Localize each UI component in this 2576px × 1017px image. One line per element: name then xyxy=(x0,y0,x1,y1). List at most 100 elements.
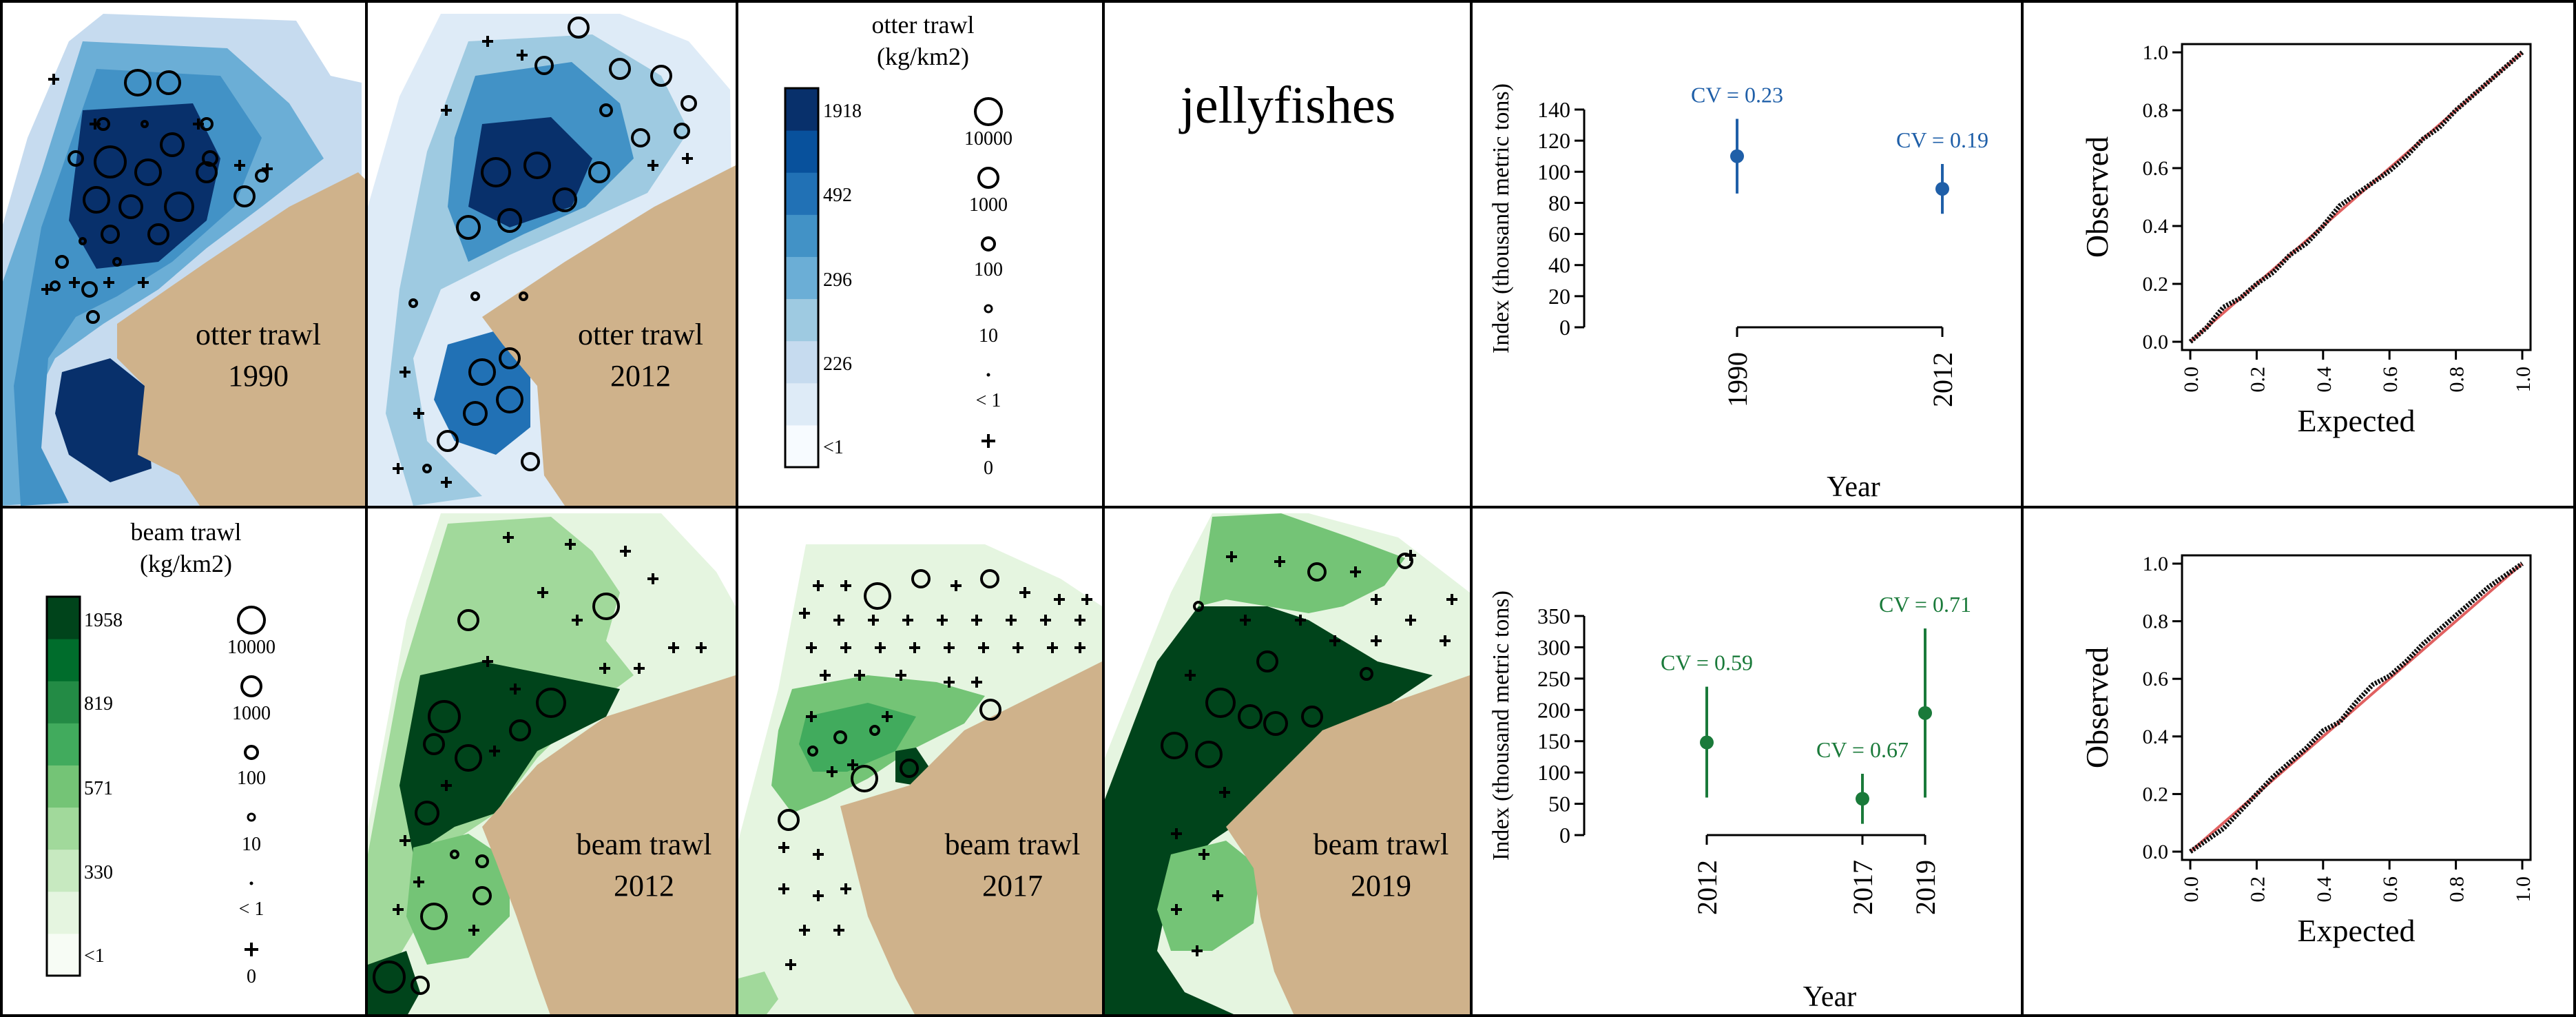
map-label-year: 2012 xyxy=(610,359,671,393)
zero-catch-cross xyxy=(1440,635,1451,646)
size-dot-lt1 xyxy=(986,373,990,377)
ramp-step xyxy=(785,424,818,468)
catch-circle xyxy=(631,128,650,147)
zero-catch-cross xyxy=(978,642,989,653)
catch-circles xyxy=(408,17,697,473)
y-tick-label: 80 xyxy=(1548,190,1570,215)
cv-label: CV = 0.67 xyxy=(1816,737,1909,762)
catch-circle xyxy=(118,194,143,219)
observed-quantiles xyxy=(2189,562,2524,854)
catch-circle xyxy=(373,960,406,994)
y-tick-label: 200 xyxy=(1537,697,1570,722)
y-tick-label: 100 xyxy=(1537,159,1570,184)
legend-title-line1: otter trawl xyxy=(872,11,975,39)
catch-circle xyxy=(141,120,149,128)
cv-label: CV = 0.23 xyxy=(1691,83,1783,107)
density-zone xyxy=(1157,841,1260,951)
y-tick-label: 0 xyxy=(1559,823,1570,847)
ramp-tick: 819 xyxy=(84,693,113,715)
catch-circle xyxy=(1301,706,1323,728)
size-circle-1000 xyxy=(240,675,262,697)
catch-circles xyxy=(1161,553,1413,768)
catch-circle xyxy=(1307,562,1327,582)
zero-catch-cross xyxy=(944,642,955,653)
map-otter-1990: otter trawl 1990 xyxy=(0,0,365,506)
x-tick-label: 2012 xyxy=(1927,352,1958,407)
x-tick-label: 0.6 xyxy=(2379,876,2402,903)
index-point xyxy=(1856,792,1869,806)
ramp-step xyxy=(47,891,80,934)
zero-catch-cross xyxy=(620,546,631,557)
catch-circle xyxy=(67,150,84,167)
zero-catch-cross xyxy=(1047,642,1058,653)
x-tick-label: 2019 xyxy=(1910,860,1941,915)
x-tick-label: 1990 xyxy=(1722,352,1753,407)
density-zone xyxy=(368,951,420,1017)
zero-catch-cross xyxy=(1185,670,1196,681)
zero-catch-cross xyxy=(482,656,493,667)
zero-catch-cross xyxy=(399,367,411,378)
ramp-step xyxy=(47,639,80,681)
x-tick-label: 0.6 xyxy=(2379,367,2402,393)
map-beam-2012: beam trawl 2012 xyxy=(368,508,736,1017)
y-axis-label: Index (thousand metric tons) xyxy=(1488,83,1514,353)
zero-catch-cross xyxy=(1219,787,1230,798)
catch-circles xyxy=(373,593,620,995)
plot-frame xyxy=(2181,554,2532,861)
y-tick-label: 120 xyxy=(1537,128,1570,153)
size-circle-10 xyxy=(247,812,256,822)
catch-circle xyxy=(911,569,931,588)
x-axis-label: Expected xyxy=(2297,913,2415,948)
y-axis-label: Observed xyxy=(2079,647,2115,768)
zero-catch-cross xyxy=(537,587,548,598)
x-tick-label: 0.8 xyxy=(2446,367,2469,393)
ramp-tick: 1958 xyxy=(84,610,123,631)
catch-circle xyxy=(134,158,162,186)
zero-catch-cross xyxy=(820,670,831,681)
catch-circle xyxy=(609,58,631,80)
size-label: 0 xyxy=(247,966,256,987)
zero-catch-cross xyxy=(882,711,893,722)
ramp-step xyxy=(785,88,818,131)
density-zone xyxy=(55,358,152,482)
ramp-step xyxy=(785,214,818,257)
map-label-gear: beam trawl xyxy=(945,828,1081,861)
zero-catch-cross xyxy=(599,663,610,674)
catch-circle xyxy=(523,152,551,179)
catch-circle xyxy=(568,17,590,39)
zero-catch-markers xyxy=(393,36,693,488)
zero-catch-cross xyxy=(875,642,886,653)
zero-catch-cross xyxy=(1212,890,1223,901)
zero-catch-cross xyxy=(441,780,452,791)
zero-catch-cross xyxy=(234,160,245,171)
catch-circle xyxy=(94,145,127,178)
catch-circle xyxy=(423,733,445,755)
zero-catch-cross xyxy=(682,153,693,164)
ramp-tick: 492 xyxy=(823,185,852,206)
catch-circle xyxy=(124,69,152,96)
size-label: 100 xyxy=(237,768,266,789)
zero-catch-cross xyxy=(468,925,479,936)
zero-catch-cross xyxy=(1198,849,1209,860)
catch-circle xyxy=(101,225,120,244)
zero-catch-cross xyxy=(799,925,810,936)
size-label: 1000 xyxy=(969,194,1008,216)
zero-catch-cross xyxy=(668,642,679,653)
zero-catch-cross xyxy=(813,849,824,860)
zero-catch-cross xyxy=(806,642,817,653)
zero-catch-cross xyxy=(944,677,955,688)
y-axis-label: Observed xyxy=(2079,136,2115,258)
zero-catch-cross xyxy=(1446,594,1457,605)
land-area xyxy=(482,165,736,506)
y-tick-label: 0.8 xyxy=(2143,610,2169,633)
ramp-step xyxy=(785,298,818,342)
catch-circle xyxy=(650,65,672,87)
y-tick-label: 100 xyxy=(1537,760,1570,785)
map-beam-2017: beam trawl 2017 xyxy=(738,508,1102,1017)
zero-catch-cross xyxy=(1240,615,1251,626)
catch-circle xyxy=(869,725,880,736)
density-zone xyxy=(1105,606,1433,1017)
zero-catch-cross xyxy=(1405,550,1416,561)
zero-catch-cross xyxy=(840,580,851,591)
legend-title-line1: beam trawl xyxy=(131,518,242,546)
